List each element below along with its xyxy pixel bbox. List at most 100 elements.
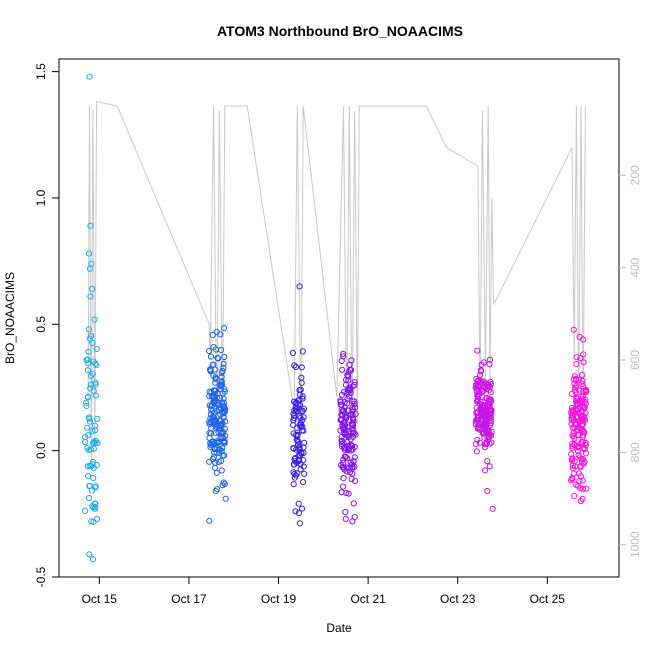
data-point <box>87 293 94 300</box>
data-point <box>90 387 97 395</box>
data-point <box>292 363 300 371</box>
data-point <box>350 500 357 507</box>
data-point <box>218 420 225 427</box>
data-point <box>82 438 89 446</box>
data-point <box>488 439 495 446</box>
data-point <box>474 347 481 354</box>
data-point <box>298 505 306 512</box>
data-point <box>299 348 306 355</box>
data-point <box>220 437 228 445</box>
data-point <box>579 485 587 493</box>
data-point <box>85 494 93 502</box>
data-point <box>292 508 299 515</box>
data-point <box>341 447 349 454</box>
x-tick-label: Oct 23 <box>440 592 476 606</box>
data-point <box>344 446 351 454</box>
series-4 <box>337 350 359 525</box>
data-point <box>570 433 578 440</box>
data-point <box>344 389 351 396</box>
data-point <box>572 384 579 391</box>
data-point <box>91 438 98 445</box>
data-point <box>569 476 576 483</box>
data-point <box>220 399 227 406</box>
x-tick-label: Oct 15 <box>82 592 118 606</box>
data-point <box>219 445 226 452</box>
data-point <box>570 414 577 421</box>
data-point <box>87 222 94 229</box>
data-point <box>578 397 586 404</box>
data-point <box>478 393 486 400</box>
data-point <box>350 458 357 465</box>
data-point <box>84 356 91 363</box>
data-point <box>580 359 587 366</box>
data-point <box>347 385 354 392</box>
data-point <box>351 400 358 408</box>
right-tick-label: 1000 <box>628 531 642 558</box>
data-point <box>85 348 92 355</box>
data-point <box>473 398 481 405</box>
data-point <box>480 359 487 366</box>
data-point <box>86 551 93 558</box>
data-point <box>480 378 487 385</box>
data-point <box>213 417 220 424</box>
data-point <box>579 477 586 484</box>
data-point <box>486 383 493 391</box>
data-point <box>290 445 297 452</box>
data-point <box>474 424 481 431</box>
data-point <box>576 454 584 461</box>
data-point <box>220 479 227 486</box>
data-point <box>341 399 348 406</box>
data-point <box>210 361 217 368</box>
data-point <box>577 355 584 362</box>
pressure-track-layer <box>87 100 586 462</box>
data-point <box>337 399 344 406</box>
data-point <box>219 482 226 489</box>
data-point <box>582 450 590 457</box>
data-point <box>90 358 97 365</box>
data-point <box>299 395 306 402</box>
data-point <box>574 426 581 433</box>
data-point <box>207 440 214 447</box>
data-point <box>212 387 219 394</box>
data-point <box>344 455 351 462</box>
data-point <box>575 470 583 477</box>
data-point <box>298 379 305 386</box>
data-point <box>342 453 349 461</box>
data-point <box>340 353 347 360</box>
data-point <box>484 458 491 465</box>
data-point <box>84 424 91 431</box>
data-point <box>215 458 222 465</box>
data-point <box>342 413 350 420</box>
data-point <box>85 432 92 439</box>
data-point <box>217 383 224 390</box>
data-point <box>89 503 96 510</box>
data-point <box>206 435 213 442</box>
data-point <box>88 518 95 525</box>
data-point <box>218 430 226 437</box>
data-point <box>222 495 229 502</box>
data-point <box>479 420 486 428</box>
data-point <box>341 466 348 473</box>
data-point <box>92 484 99 491</box>
data-point <box>206 458 213 465</box>
data-point <box>220 395 227 402</box>
series-6 <box>568 326 590 505</box>
data-point <box>571 458 578 465</box>
data-point <box>475 377 482 384</box>
data-point <box>211 420 218 427</box>
right-tick-label: 400 <box>628 257 642 277</box>
data-point <box>568 409 575 416</box>
data-point <box>573 354 580 361</box>
data-point <box>577 498 585 505</box>
data-point <box>486 463 493 470</box>
data-point <box>211 464 219 471</box>
data-point <box>291 412 298 419</box>
data-point <box>487 422 494 429</box>
data-point <box>215 439 222 446</box>
data-point <box>340 475 347 482</box>
x-tick-label: Oct 19 <box>261 592 297 606</box>
data-point <box>340 459 347 466</box>
data-point <box>214 354 221 362</box>
data-point <box>344 407 351 414</box>
data-point <box>486 356 494 363</box>
